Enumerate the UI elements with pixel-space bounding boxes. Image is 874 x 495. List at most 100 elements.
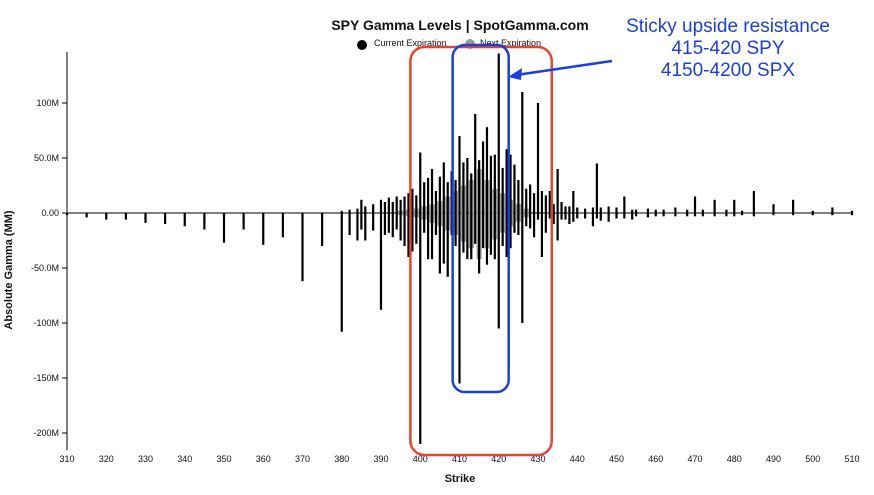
- current-bar-positive: [430, 169, 434, 213]
- current-bar-negative: [560, 213, 563, 220]
- current-bar-positive: [517, 180, 520, 213]
- current-bar-positive: [701, 209, 704, 213]
- current-bar-positive: [485, 127, 489, 213]
- x-tick-label: 450: [609, 454, 624, 464]
- current-bar-negative: [513, 213, 516, 233]
- current-bar-negative: [674, 213, 677, 217]
- current-bar-positive: [540, 191, 544, 213]
- current-bar-negative: [544, 213, 547, 233]
- current-bar-negative: [427, 213, 430, 260]
- current-bar-negative: [372, 213, 375, 231]
- current-bar-negative: [458, 213, 461, 384]
- current-bar-negative: [262, 213, 265, 245]
- current-bar-negative: [607, 213, 610, 222]
- current-bar-negative: [105, 213, 108, 220]
- current-bar-negative: [360, 213, 363, 230]
- current-bar-negative: [407, 213, 410, 257]
- current-bar-positive: [379, 199, 383, 213]
- x-tick-label: 380: [334, 454, 349, 464]
- current-bar-negative: [792, 213, 795, 216]
- current-bar-negative: [383, 213, 387, 235]
- current-bar-positive: [831, 207, 834, 213]
- current-bar-positive: [591, 207, 595, 213]
- legend-current-label: Current Expiration: [374, 38, 447, 48]
- current-bar-negative: [517, 213, 520, 235]
- current-bar-negative: [497, 213, 500, 329]
- current-bar-negative: [529, 213, 532, 229]
- current-bar-positive: [674, 207, 677, 213]
- current-bar-negative: [415, 213, 418, 244]
- annotation-line-3: 4150-4200 SPX: [660, 60, 796, 81]
- chart-title: SPY Gamma Levels | SpotGamma.com: [331, 17, 588, 33]
- current-bar-negative: [85, 213, 88, 218]
- current-bar-negative: [356, 213, 359, 241]
- current-bar-positive: [493, 154, 496, 213]
- current-bar-negative: [222, 213, 226, 243]
- current-bar-positive: [584, 208, 587, 213]
- current-bar-negative: [434, 213, 438, 235]
- current-bar-negative: [654, 213, 657, 217]
- current-bar-positive: [560, 202, 563, 213]
- current-bar-positive: [631, 209, 634, 213]
- current-bar-positive: [446, 182, 449, 213]
- current-bar-positive: [564, 206, 567, 213]
- current-bar-negative: [831, 213, 834, 216]
- current-bar-positive: [419, 152, 422, 213]
- current-bar-negative: [489, 213, 492, 255]
- current-bar-negative: [686, 213, 689, 217]
- annotation-arrow: [508, 59, 613, 80]
- current-bar-negative: [391, 213, 394, 238]
- x-tick-label: 340: [177, 454, 192, 464]
- current-bar-negative: [403, 213, 406, 246]
- current-bar-positive: [340, 210, 343, 213]
- current-bar-positive: [536, 103, 540, 213]
- current-bar-positive: [395, 196, 398, 213]
- current-bar-negative: [772, 213, 775, 216]
- current-bar-positive: [615, 207, 618, 213]
- current-bar-positive: [411, 188, 414, 213]
- x-tick-label: 420: [491, 454, 506, 464]
- current-bar-negative: [564, 213, 567, 220]
- legend-current-marker: [357, 40, 367, 50]
- current-bar-negative: [203, 213, 206, 230]
- y-tick-label: -50.0M: [31, 263, 59, 273]
- current-bar-positive: [693, 196, 697, 213]
- current-bar-positive: [356, 208, 359, 213]
- current-bar-positive: [501, 167, 504, 213]
- x-tick-label: 470: [687, 454, 702, 464]
- current-bar-positive: [407, 193, 410, 213]
- y-tick-label: -150M: [33, 373, 59, 383]
- current-bar-negative: [164, 213, 167, 224]
- current-bar-negative: [454, 213, 457, 246]
- current-bar-positive: [403, 196, 406, 213]
- annotation-text: Sticky upside resistance 415-420 SPY 415…: [612, 16, 844, 82]
- x-tick-label: 310: [59, 454, 74, 464]
- current-bar-negative: [568, 213, 571, 224]
- current-bar-positive: [497, 53, 500, 213]
- blue-highlight-box: [451, 43, 510, 394]
- current-bar-positive: [478, 160, 481, 213]
- current-bar-positive: [481, 141, 485, 213]
- current-bar-negative: [509, 213, 512, 249]
- current-bar-negative: [242, 213, 245, 230]
- current-bar-negative: [430, 213, 434, 260]
- current-bar-negative: [419, 213, 422, 444]
- current-bar-negative: [733, 213, 736, 217]
- current-bar-positive: [595, 163, 598, 213]
- current-bar-negative: [540, 213, 544, 257]
- current-bar-negative: [470, 213, 473, 260]
- current-bar-negative: [423, 213, 426, 233]
- current-bar-negative: [662, 213, 665, 217]
- current-bar-negative: [646, 213, 649, 218]
- current-bar-positive: [458, 136, 461, 213]
- current-bar-positive: [399, 199, 402, 213]
- current-bar-negative: [552, 213, 555, 224]
- x-tick-label: 320: [99, 454, 114, 464]
- current-bar-positive: [792, 199, 795, 213]
- current-bar-positive: [466, 158, 469, 213]
- current-bar-positive: [462, 162, 465, 213]
- current-bar-negative: [591, 213, 595, 227]
- annotation-line-2: 415-420 SPY: [671, 38, 785, 59]
- current-bar-positive: [686, 209, 689, 213]
- current-bar-positive: [599, 207, 602, 213]
